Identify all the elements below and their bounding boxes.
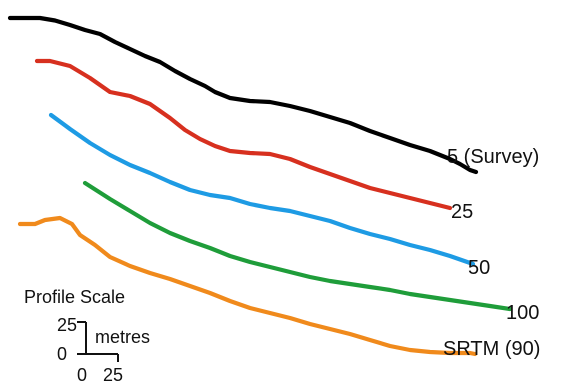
profile-line-25 — [34, 58, 453, 211]
scale-vertical-tick-0: 0 — [57, 344, 67, 364]
series-label-srtm-90: SRTM (90) — [443, 338, 540, 360]
profile-line-100 — [82, 180, 513, 312]
profile-scale-title: Profile Scale — [24, 287, 125, 307]
series-label-5-survey: 5 (Survey) — [447, 146, 539, 168]
scale-vertical-units: metres — [95, 327, 150, 347]
scale-horizontal-tick-0: 0 — [77, 365, 87, 385]
series-label-25: 25 — [451, 201, 473, 223]
series-label-50: 50 — [468, 257, 490, 279]
series-labels: 5 (Survey) 25 50 100 SRTM (90) — [443, 146, 540, 360]
profile-line-50 — [48, 112, 476, 267]
series-label-100: 100 — [506, 302, 539, 324]
profile-lines — [7, 15, 513, 357]
profile-scale: Profile Scale 25 0 metres 0 25 — [24, 287, 150, 385]
profile-line-srtm-90 — [17, 215, 478, 357]
scale-vertical-tick-25: 25 — [57, 315, 77, 335]
profile-line-5-survey — [7, 15, 479, 175]
scale-horizontal-tick-25: 25 — [103, 365, 123, 385]
